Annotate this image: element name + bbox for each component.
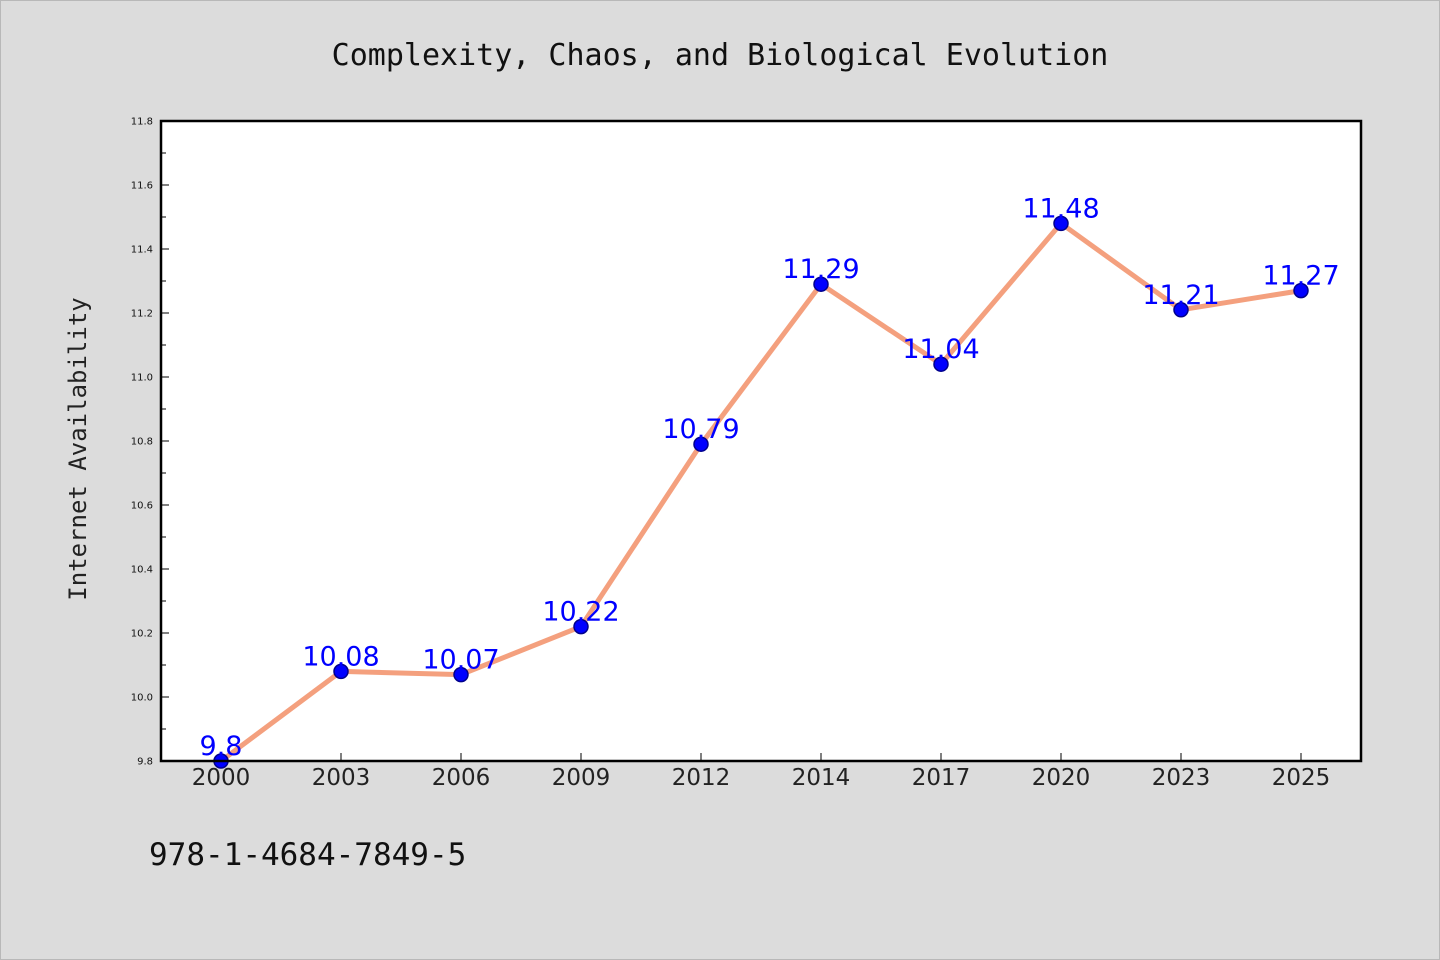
x-tick-label: 2017 bbox=[912, 765, 971, 791]
data-point bbox=[573, 618, 589, 635]
x-tick-label: 2025 bbox=[1272, 765, 1331, 791]
x-tick-label: 2000 bbox=[192, 765, 251, 791]
data-labels: 9.8 10.08 10.07 10.22 10.79 11.29 11.04 11.48 11… bbox=[200, 193, 1340, 762]
y-axis-ticks: 9.8 10.0 10.2 10.4 10.6 10.8 11.0 11.2 11.4 11.6 1… bbox=[131, 117, 169, 768]
y-tick-label: 10.6 bbox=[131, 501, 153, 512]
y-tick-label: 11.0 bbox=[131, 373, 153, 384]
data-point bbox=[813, 276, 829, 292]
y-tick-label: 10.2 bbox=[131, 629, 153, 640]
y-tick-label: 11.8 bbox=[131, 117, 153, 128]
data-markers bbox=[213, 215, 1309, 769]
data-label: 11.21 bbox=[1142, 280, 1219, 311]
data-label: 10.08 bbox=[302, 641, 379, 672]
y-tick-label: 11.6 bbox=[131, 181, 153, 192]
data-point bbox=[1053, 215, 1069, 232]
chart-title: Complexity, Chaos, and Biological Evolut… bbox=[332, 38, 1109, 73]
series-line-group bbox=[218, 220, 1304, 764]
y-tick-label: 9.8 bbox=[137, 757, 153, 768]
data-label: 10.79 bbox=[662, 414, 739, 445]
data-point bbox=[333, 663, 349, 680]
x-tick-label: 2003 bbox=[312, 765, 371, 791]
y-tick-label: 11.2 bbox=[131, 309, 153, 320]
series-line bbox=[218, 220, 1304, 764]
x-tick-label: 2014 bbox=[792, 765, 851, 791]
data-label: 10.07 bbox=[422, 645, 499, 676]
x-axis-ticks: 2000 2003 2006 2009 2012 2014 2017 2020 2023 2025 bbox=[192, 753, 1331, 791]
plot-area bbox=[161, 121, 1361, 761]
y-tick-label: 10.4 bbox=[131, 565, 153, 576]
x-tick-label: 2012 bbox=[672, 765, 731, 791]
data-label: 9.8 bbox=[200, 731, 243, 762]
y-tick-label: 10.8 bbox=[131, 437, 153, 448]
data-label: 11.04 bbox=[902, 334, 979, 365]
data-label: 11.29 bbox=[782, 254, 859, 285]
x-tick-label: 2023 bbox=[1152, 765, 1211, 791]
data-point bbox=[1293, 282, 1309, 299]
data-label: 11.48 bbox=[1022, 193, 1099, 224]
isbn-annotation: 978-1-4684-7849-5 bbox=[149, 837, 466, 873]
data-point bbox=[1173, 302, 1189, 318]
data-point bbox=[933, 356, 949, 372]
y-tick-label: 10.0 bbox=[131, 693, 153, 704]
y-axis-label: Internet Availability bbox=[64, 297, 92, 600]
y-tick-label: 11.4 bbox=[131, 245, 153, 256]
plot-border bbox=[159, 119, 1363, 763]
x-tick-label: 2020 bbox=[1032, 765, 1091, 791]
data-point bbox=[693, 436, 709, 452]
data-label: 10.22 bbox=[542, 597, 619, 628]
x-tick-label: 2006 bbox=[432, 765, 491, 791]
data-point bbox=[453, 666, 469, 683]
x-tick-label: 2009 bbox=[552, 765, 611, 791]
data-label: 11.27 bbox=[1262, 261, 1339, 292]
